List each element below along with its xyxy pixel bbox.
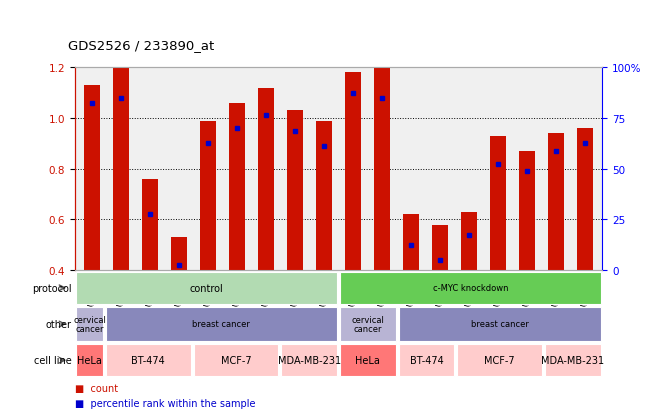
Bar — [398, 307, 601, 341]
Text: ■  percentile rank within the sample: ■ percentile rank within the sample — [75, 398, 255, 408]
Bar — [316, 121, 332, 271]
Bar — [490, 136, 506, 271]
Bar — [142, 179, 158, 271]
Bar — [105, 307, 337, 341]
Text: protocol: protocol — [32, 283, 72, 293]
Bar — [84, 86, 100, 271]
Bar — [76, 307, 103, 341]
Bar — [340, 344, 396, 377]
Bar — [340, 272, 601, 304]
Text: MCF-7: MCF-7 — [221, 355, 251, 366]
Bar — [403, 215, 419, 271]
Bar — [258, 88, 274, 271]
Bar — [200, 121, 216, 271]
Bar — [105, 344, 191, 377]
Text: HeLa: HeLa — [77, 355, 102, 366]
Text: breast cancer: breast cancer — [471, 320, 529, 329]
Bar — [193, 344, 279, 377]
Text: MDA-MB-231: MDA-MB-231 — [278, 355, 340, 366]
Bar — [76, 344, 103, 377]
Text: cervical
cancer: cervical cancer — [73, 315, 106, 334]
Text: ■  count: ■ count — [75, 383, 118, 393]
Text: other: other — [46, 319, 72, 329]
Bar — [374, 68, 390, 271]
Bar — [548, 134, 564, 271]
Text: breast cancer: breast cancer — [193, 320, 250, 329]
Text: BT-474: BT-474 — [409, 355, 443, 366]
Bar — [545, 344, 601, 377]
Text: cervical
cancer: cervical cancer — [352, 315, 384, 334]
Bar — [287, 111, 303, 271]
Bar — [229, 104, 245, 271]
Bar — [461, 212, 477, 271]
Text: c-MYC knockdown: c-MYC knockdown — [433, 284, 508, 292]
Text: BT-474: BT-474 — [132, 355, 165, 366]
Bar — [398, 344, 454, 377]
Bar — [345, 73, 361, 271]
Text: MDA-MB-231: MDA-MB-231 — [542, 355, 604, 366]
Text: GDS2526 / 233890_at: GDS2526 / 233890_at — [68, 39, 215, 52]
Bar — [113, 68, 129, 271]
Text: HeLa: HeLa — [355, 355, 380, 366]
Text: MCF-7: MCF-7 — [484, 355, 515, 366]
Bar — [432, 225, 448, 271]
Bar — [577, 129, 593, 271]
Bar — [171, 237, 187, 271]
Bar — [281, 344, 337, 377]
Bar — [457, 344, 542, 377]
Bar — [340, 307, 396, 341]
Text: control: control — [190, 283, 223, 293]
Bar — [76, 272, 337, 304]
Text: cell line: cell line — [34, 355, 72, 366]
Bar — [519, 152, 535, 271]
